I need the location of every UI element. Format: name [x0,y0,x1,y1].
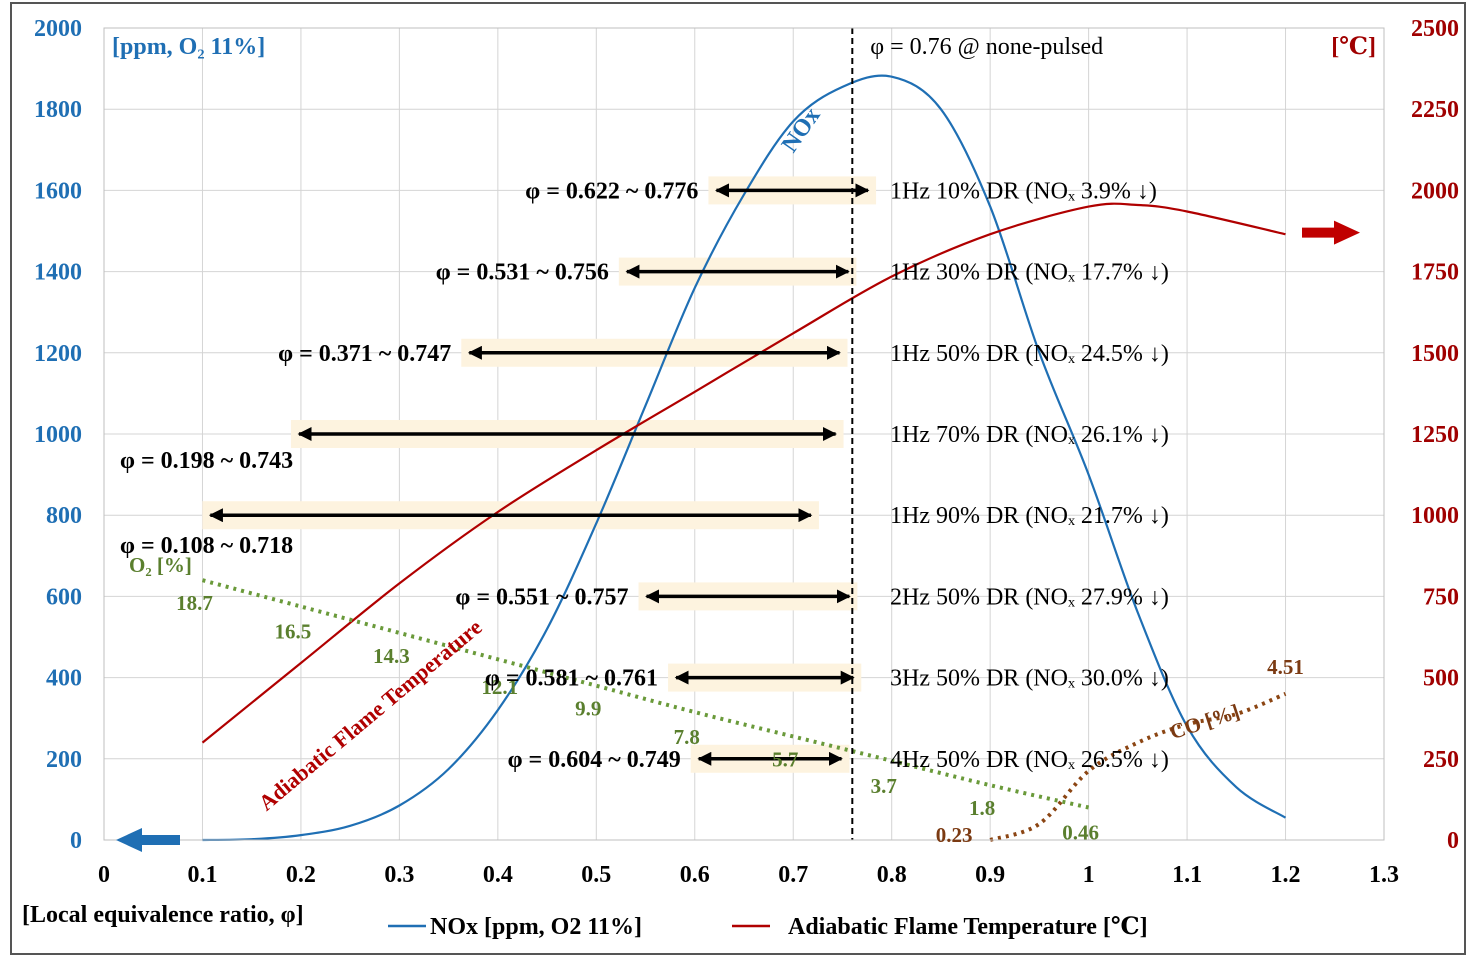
chart-frame: 0 0.1 0.2 0.3 0.4 0.5 0.6 0.7 0.8 0.9 1 1.1 1.2 1.3 0 2… [10,2,1466,955]
chart: 0 0.1 0.2 0.3 0.4 0.5 0.6 0.7 0.8 0.9 1 1.1 1.2 1.3 0 2… [22,16,1459,940]
condition-label: 1Hz 90% DR (NOₓ 21.7% ↓) [890,503,1169,529]
condition-label: 1Hz 10% DR (NOₓ 3.9% ↓) [890,178,1157,204]
y-left-tick-label: 1600 [34,178,82,204]
y-right-tick-label: 2250 [1411,97,1459,123]
y-right-tick-label: 2500 [1411,16,1459,42]
y-left-tick-label: 600 [46,584,82,610]
x-tick-label: 1.1 [1172,862,1202,888]
range-label: φ = 0.531 ~ 0.756 [436,260,609,286]
legend-label-aft: Adiabatic Flame Temperature [℃] [788,914,1148,940]
condition-label: 4Hz 50% DR (NOₓ 26.5% ↓) [890,747,1169,773]
o2-point-label: 16.5 [275,620,312,644]
x-tick-label: 0.1 [187,862,217,888]
co-point-label: 0.23 [936,823,973,847]
condition-label: 1Hz 50% DR (NOₓ 24.5% ↓) [890,341,1169,367]
x-tick-label: 0.6 [680,862,710,888]
range-label: φ = 0.198 ~ 0.743 [120,448,293,474]
axes: 0 0.1 0.2 0.3 0.4 0.5 0.6 0.7 0.8 0.9 1 1.1 1.2 1.3 0 2… [34,16,1459,888]
x-tick-label: 0 [98,862,110,888]
range-label: φ = 0.581 ~ 0.761 [485,666,658,692]
range-label: φ = 0.551 ~ 0.757 [455,584,628,610]
x-tick-label: 0.5 [581,862,611,888]
y-left-tick-label: 400 [46,666,82,692]
range-label: φ = 0.108 ~ 0.718 [120,533,293,559]
o2-point-label: 1.8 [969,796,995,820]
condition-label: 1Hz 70% DR (NOₓ 26.1% ↓) [890,422,1169,448]
right-axis-arrow-icon [1302,220,1360,245]
condition-label: 3Hz 50% DR (NOₓ 30.0% ↓) [890,666,1169,692]
o2-point-label: 9.9 [575,697,601,721]
o2-point-label: 18.7 [176,591,213,615]
y-right-tick-label: 1500 [1411,341,1459,367]
range-label: φ = 0.371 ~ 0.747 [278,341,451,367]
x-tick-label: 1.2 [1271,862,1301,888]
x-tick-label: 0.7 [778,862,808,888]
reference-line-label: φ = 0.76 @ none-pulsed [870,34,1103,60]
range-arrows [208,183,870,766]
legend: NOx [ppm, O2 11%] Adiabatic Flame Tempera… [388,914,1148,940]
y-left-tick-label: 1000 [34,422,82,448]
series-line-2 [201,578,1090,810]
condition-label: 1Hz 30% DR (NOₓ 17.7% ↓) [890,260,1169,286]
y-right-tick-label: 500 [1423,666,1459,692]
y-left-tick-label: 0 [70,828,82,854]
aft-curve-label: Adiabatic Flame Temperature [254,614,487,815]
x-tick-label: 0.9 [975,862,1005,888]
y-right-tick-label: 0 [1447,828,1459,854]
range-label: φ = 0.622 ~ 0.776 [525,178,698,204]
series-line-0 [202,74,1287,842]
x-tick-label: 0.4 [483,862,513,888]
y-right-tick-label: 1000 [1411,503,1459,529]
y-right-tick-label: 1250 [1411,422,1459,448]
o2-point-label: 3.7 [871,774,897,798]
y-right-tick-label: 2000 [1411,178,1459,204]
y-left-tick-label: 800 [46,503,82,529]
y-right-tick-label: 1750 [1411,260,1459,286]
o2-point-label: 5.7 [772,747,798,771]
o2-point-label: 12.1 [481,675,518,699]
y-left-tick-label: 200 [46,747,82,773]
y-right-axis-label: [℃] [1331,34,1376,60]
y-left-axis-label: [ppm, O₂ 11%] [112,34,265,60]
y-right-tick-label: 250 [1423,747,1459,773]
o2-point-label: 7.8 [674,725,700,749]
o2-point-label: 14.3 [373,644,410,668]
left-axis-arrow-icon [116,828,180,852]
x-tick-label: 0.8 [877,862,907,888]
x-tick-label: 0.2 [286,862,316,888]
y-left-tick-label: 1800 [34,97,82,123]
y-right-tick-label: 750 [1423,584,1459,610]
condition-label: 2Hz 50% DR (NOₓ 27.9% ↓) [890,584,1169,610]
co-point-label: 4.51 [1267,655,1304,679]
y-left-tick-label: 1400 [34,260,82,286]
nox-curve-label: NOx [777,103,826,157]
plot-border [103,27,1385,841]
x-axis-label: [Local equivalence ratio, φ] [22,902,304,928]
y-left-tick-label: 1200 [34,341,82,367]
x-tick-label: 1.3 [1369,862,1399,888]
co-series-label: CO [%] [1167,699,1243,744]
annotations: [ppm, O₂ 11%] [℃] [Local equivalence ratio… [22,34,1376,928]
legend-label-nox: NOx [ppm, O2 11%] [430,914,642,940]
x-tick-label: 0.3 [384,862,414,888]
x-tick-label: 1 [1083,862,1095,888]
y-left-tick-label: 2000 [34,16,82,42]
range-label: φ = 0.604 ~ 0.749 [508,747,681,773]
o2-point-label: 0.46 [1062,821,1099,845]
o2-series-label: O₂ [%] [129,553,192,577]
